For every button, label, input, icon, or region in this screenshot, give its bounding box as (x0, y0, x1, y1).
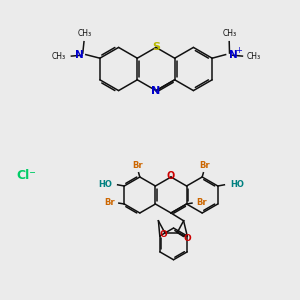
Text: HO: HO (98, 180, 112, 189)
Text: N: N (229, 50, 238, 60)
Text: N: N (75, 50, 83, 60)
Text: Br: Br (199, 161, 210, 170)
Text: CH₃: CH₃ (247, 52, 261, 61)
Text: S: S (152, 41, 160, 52)
Text: HO: HO (230, 180, 244, 189)
Text: Cl⁻: Cl⁻ (16, 169, 36, 182)
Text: CH₃: CH₃ (77, 29, 91, 38)
Text: CH₃: CH₃ (52, 52, 66, 61)
Text: CH₃: CH₃ (223, 29, 237, 38)
Text: O: O (159, 230, 167, 239)
Text: Br: Br (132, 161, 143, 170)
Text: Br: Br (196, 198, 207, 207)
Text: N: N (152, 85, 160, 96)
Text: +: + (235, 46, 242, 56)
Text: O: O (183, 234, 191, 243)
Text: O: O (167, 171, 175, 181)
Text: Br: Br (104, 198, 115, 207)
